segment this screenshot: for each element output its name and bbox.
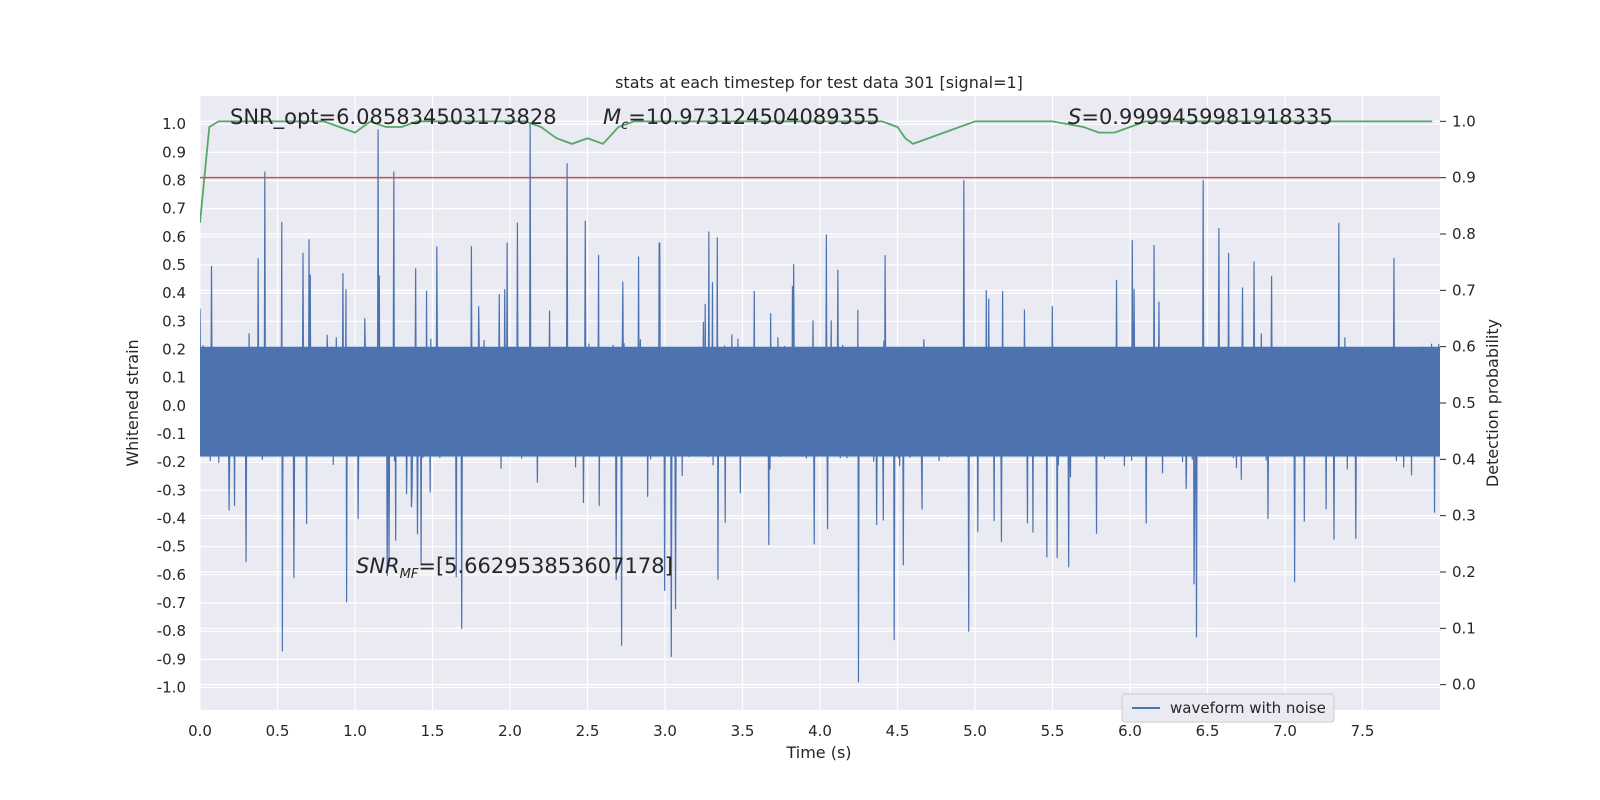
waveform-line <box>200 123 1440 683</box>
x-axis-label: Time (s) <box>785 743 851 762</box>
snr-mf-value: =[5.662953853607178] <box>418 554 672 578</box>
y2-axis-label: Detection probability <box>1483 319 1502 487</box>
y2-tick-label: 0.7 <box>1452 281 1476 299</box>
x-tick-label: 6.0 <box>1118 722 1142 740</box>
y2-tick-label: 0.5 <box>1452 394 1476 412</box>
score-symbol: S <box>1068 105 1081 129</box>
y-tick-label: -0.3 <box>157 481 186 499</box>
x-tick-label: 5.5 <box>1041 722 1065 740</box>
y-tick-label: 0.8 <box>162 171 186 189</box>
y2-tick-label: 0.1 <box>1452 619 1476 637</box>
y-axis-ticks: 1.0 0.9 0.8 0.7 0.6 0.5 0.4 0.3 0.2 0.1 0.0 -0.1 -0.… <box>157 115 186 696</box>
detection-probability-line <box>200 120 1433 223</box>
y2-tick-label: 0.0 <box>1452 676 1476 694</box>
x-tick-label: 0.0 <box>188 722 212 740</box>
y2-tick-label: 0.6 <box>1452 338 1476 356</box>
y-tick-label: -0.4 <box>157 509 186 527</box>
x-tick-label: 1.5 <box>421 722 445 740</box>
snr-mf-subscript: MF <box>400 567 419 582</box>
y2-tick-label: 0.8 <box>1452 225 1476 243</box>
x-tick-label: 2.0 <box>498 722 522 740</box>
chirp-mass-annotation: Mc=10.973124504089355 <box>603 105 880 133</box>
y2-tick-label: 0.4 <box>1452 450 1476 468</box>
x-tick-label: 2.5 <box>576 722 600 740</box>
chirp-mass-symbol: M <box>603 105 621 129</box>
y-tick-label: -0.6 <box>157 566 186 584</box>
y2-tick-label: 0.3 <box>1452 507 1476 525</box>
y-axis-label: Whitened strain <box>123 339 142 466</box>
chart-title: stats at each timestep for test data 301… <box>615 73 1023 92</box>
chirp-mass-value: =10.973124504089355 <box>628 105 879 129</box>
x-tick-label: 3.0 <box>653 722 677 740</box>
y2-axis-ticks: 1.0 0.9 0.8 0.7 0.6 0.5 0.4 0.3 0.2 0.1 0.0 <box>1440 112 1476 694</box>
y2-tick-label: 1.0 <box>1452 112 1476 130</box>
probability-series <box>200 120 1440 223</box>
y-tick-label: 0.7 <box>162 200 186 218</box>
y2-tick-label: 0.2 <box>1452 563 1476 581</box>
y-tick-label: 0.3 <box>162 312 186 330</box>
legend-box <box>1121 693 1335 723</box>
snr-opt-annotation: SNR_opt=6.085834503173828 <box>230 105 557 130</box>
waveform-series <box>200 123 1440 683</box>
y-tick-label: 1.0 <box>162 115 186 133</box>
chirp-mass-subscript: c <box>621 118 628 133</box>
snr-mf-symbol: SNR <box>356 554 400 578</box>
x-tick-label: 4.5 <box>886 722 910 740</box>
y-tick-label: -0.9 <box>157 650 186 668</box>
y-tick-label: -0.7 <box>157 594 186 612</box>
legend-label: waveform with noise <box>1170 699 1326 717</box>
x-tick-label: 0.5 <box>266 722 290 740</box>
score-annotation: S=0.9999459981918335 <box>1068 105 1333 129</box>
y-tick-label: 0.4 <box>162 284 186 302</box>
y-tick-label: 0.9 <box>162 143 186 161</box>
y-tick-label: 0.0 <box>162 397 186 415</box>
x-tick-label: 1.0 <box>343 722 367 740</box>
y-tick-label: -1.0 <box>157 678 186 696</box>
x-tick-label: 5.0 <box>963 722 987 740</box>
y-tick-label: 0.1 <box>162 369 186 387</box>
x-axis-ticks: 0.0 0.5 1.0 1.5 2.0 2.5 3.0 3.5 4.0 4.5 5.0 5.5 6.0 6… <box>188 722 1374 740</box>
x-tick-label: 7.0 <box>1273 722 1297 740</box>
x-tick-label: 6.5 <box>1196 722 1220 740</box>
snr-mf-annotation: SNRMF=[5.662953853607178] <box>356 554 673 582</box>
x-tick-label: 3.5 <box>731 722 755 740</box>
y-tick-label: 0.5 <box>162 256 186 274</box>
x-tick-label: 4.0 <box>808 722 832 740</box>
y-tick-label: 0.2 <box>162 340 186 358</box>
legend: waveform with noise <box>1121 693 1335 723</box>
y-tick-label: -0.1 <box>157 425 186 443</box>
y-tick-label: -0.8 <box>157 622 186 640</box>
y-tick-label: -0.2 <box>157 453 186 471</box>
score-value: =0.9999459981918335 <box>1081 105 1332 129</box>
x-tick-label: 7.5 <box>1351 722 1375 740</box>
y-tick-label: -0.5 <box>157 538 186 556</box>
y-tick-label: 0.6 <box>162 228 186 246</box>
y2-tick-label: 0.9 <box>1452 169 1476 187</box>
